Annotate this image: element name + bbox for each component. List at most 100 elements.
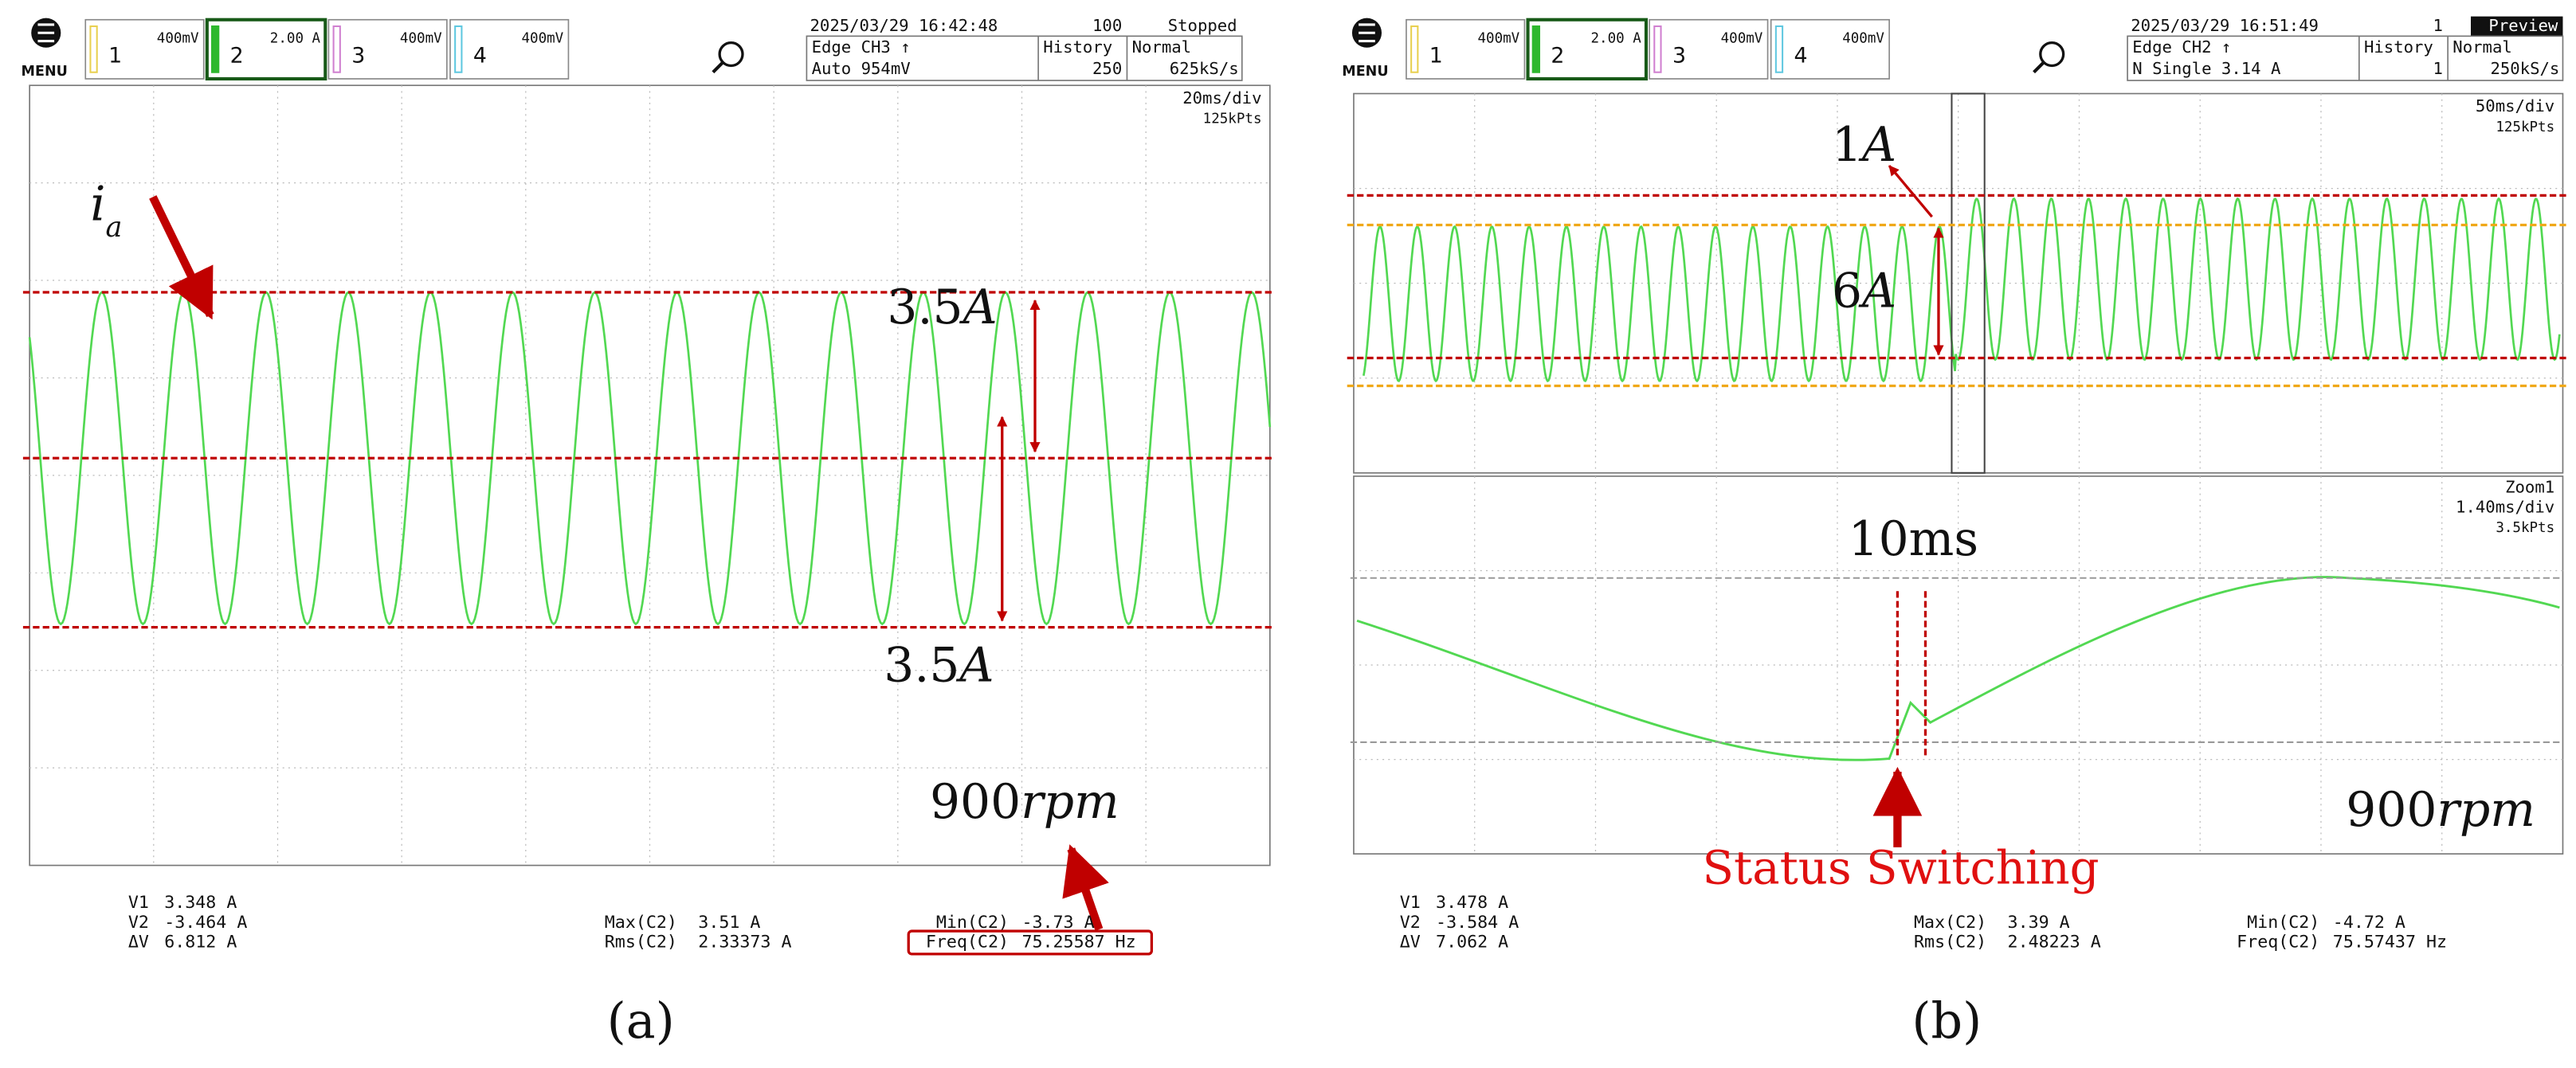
record-length: 125kPts [2496,119,2554,135]
measure-value: -4.72 A [2333,913,2405,933]
zoom-icon-handle [712,61,724,74]
channel-box [1770,18,1890,80]
channel-scale: 400mV [522,31,564,47]
zoom-icon-handle [2033,61,2045,74]
measure-label: ΔV [128,933,149,953]
current-label: ia [90,177,122,244]
history-label: History [1043,37,1112,57]
datetime: 2025/03/29 16:42:48 [810,16,998,35]
amplitude-one-unit: A [1858,118,1896,173]
speed-unit: rpm [2437,783,2535,838]
speed-number: 900 [930,775,1021,830]
channel-number: 2 [230,43,244,68]
sample-rate: 250kS/s [2490,59,2559,78]
amplitude-six: 6A [1832,264,1896,319]
zoom-icon [2039,41,2065,68]
measure-label: V1 [1400,893,1421,913]
amplitude-upper-number: 3.5 [887,280,963,335]
measure-label: V2 [128,913,149,933]
acquisition-count: 1 [2433,16,2443,35]
measure-label: Max(C2) [1914,913,1986,933]
channel-box [205,18,327,81]
arrow [149,195,214,320]
status-box [806,35,1243,81]
measure-value: 3.51 A [698,913,760,933]
speed-unit: rpm [1021,775,1119,830]
trigger-mode: N Single 3.14 A [2132,59,2281,78]
channel-scale: 400mV [1477,31,1519,47]
measure-value: 6.812 A [164,933,237,953]
caption: (a) [607,992,675,1050]
zoom-window [1951,92,1986,474]
current-waveform [1362,197,2561,383]
measure-value: -3.584 A [1436,913,1519,933]
speed: 900rpm [930,775,1119,830]
measure-label: Rms(C2) [1914,933,1986,953]
zoom-icon [718,41,744,68]
caption: (b) [1911,992,1982,1050]
channel-number: 3 [1672,43,1686,68]
measure-label: Freq(C2) [926,933,1009,953]
channel-scale: 2.00 A [270,31,321,47]
state-box [2471,16,2563,37]
measure-value: 3.478 A [1436,893,1508,913]
measure-label: Rms(C2) [605,933,677,953]
mode: Normal [1132,37,1191,57]
amplitude-upper: 3.5A [887,280,997,335]
measure-label: ΔV [1400,933,1421,953]
trigger: Edge CH3 ↑ [812,37,911,57]
channel-color [1653,25,1662,73]
measure-value: 2.33373 A [698,933,791,953]
interval: 10ms [1849,512,1978,567]
measure-label: Min(C2) [936,913,1009,933]
timebase: 20ms/div [1182,88,1261,108]
channel-scale: 400mV [157,31,199,47]
screen-frame [29,84,1271,867]
timebase: 50ms/div [2476,96,2554,115]
measure-value: -3.73 A [1021,913,1094,933]
channel-scale: 2.00 A [1591,31,1642,47]
channel-box [449,18,570,80]
measure-value: 2.48223 A [2008,933,2101,953]
trigger: Edge CH2 ↑ [2132,37,2231,57]
menu-label: MENU [22,64,68,80]
measure-label: V1 [128,893,149,913]
channel-scale: 400mV [1842,31,1884,47]
amplitude-six-unit: A [1858,264,1896,319]
speed-number: 900 [2346,783,2437,838]
trigger-mode: Auto 954mV [812,59,911,78]
mode: Normal [2452,37,2511,57]
measure-value: 3.348 A [164,893,237,913]
measure-value: 75.57437 Hz [2333,933,2447,953]
sample-rate: 625kS/s [1170,59,1239,78]
zoom-label: Zoom1 [2505,478,2554,497]
zoom-waveform [1356,576,2560,761]
acquisition-state: Preview [2488,16,2558,35]
measure-value: 75.25587 Hz [1021,933,1135,953]
channel-number: 1 [1429,43,1443,68]
amplitude-six-number: 6 [1832,264,1862,319]
channel-number: 2 [1551,43,1564,68]
channel-color [1774,25,1784,73]
amplitude-lower-number: 3.5 [884,639,959,694]
measure-label: Min(C2) [2247,913,2319,933]
measure-label: V2 [1400,913,1421,933]
arrow [1062,844,1109,931]
menu-label: MENU [1342,64,1388,80]
speed: 900rpm [2346,783,2535,838]
current-symbol: i [90,177,105,232]
channel-box [327,18,448,80]
measure-label: Max(C2) [605,913,677,933]
event-label: Status Switching [1702,840,2099,894]
acquisition-state: Stopped [1168,16,1237,35]
measure-value: -3.464 A [164,913,247,933]
channel-color [1410,25,1419,73]
amplitude-one-number: 1 [1832,118,1862,173]
datetime: 2025/03/29 16:51:49 [2131,16,2319,35]
zoom-record-length: 3.5kPts [2496,520,2554,536]
acquisition-count: 100 [1092,16,1122,35]
channel-color [1531,25,1540,73]
channel-number: 3 [351,43,365,68]
